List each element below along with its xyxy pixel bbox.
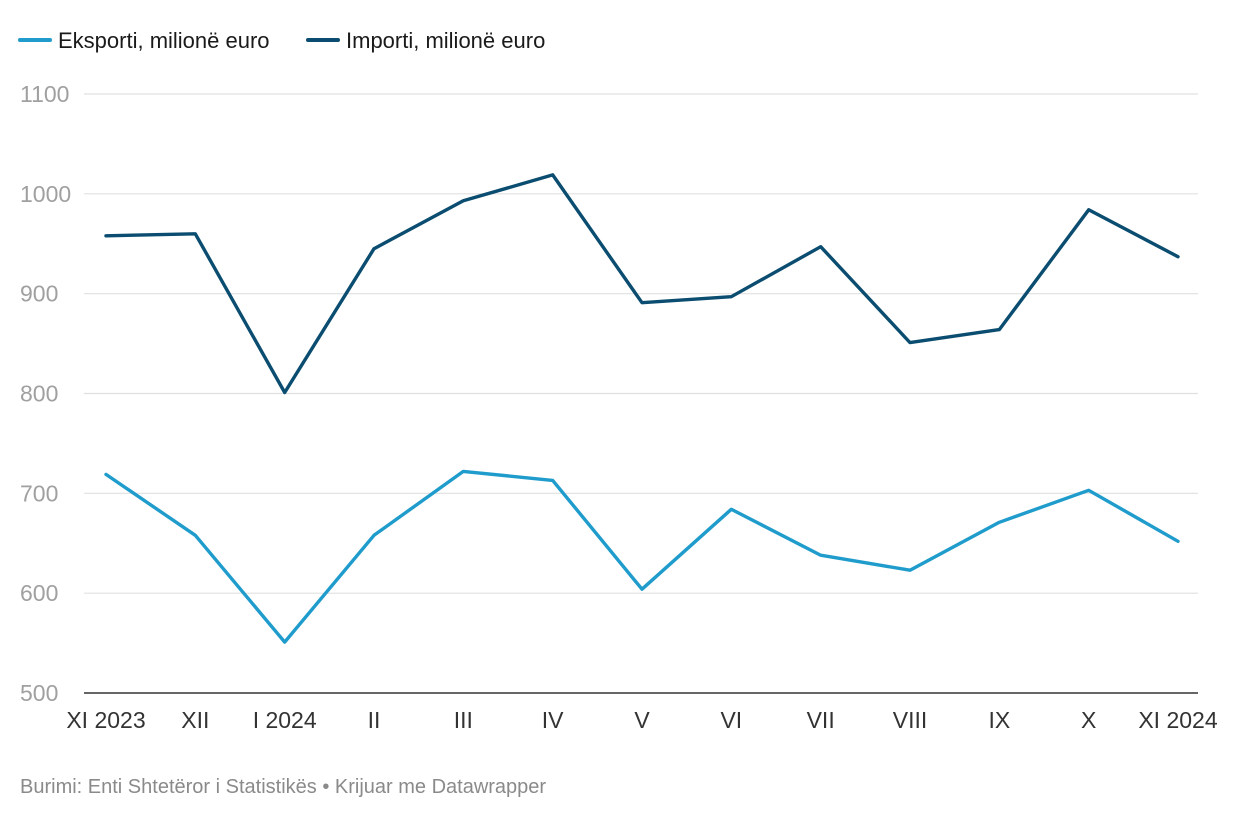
legend: Eksporti, milionë euro Importi, milionë e…: [18, 28, 545, 53]
x-tick-label: X: [1081, 707, 1096, 733]
x-axis-ticks: XI 2023 XII I 2024 II III IV V VI VII VIII IX X XI 2…: [66, 707, 1217, 733]
x-tick-label: II: [368, 707, 381, 733]
y-tick-label: 900: [20, 281, 58, 307]
y-tick-label: 1000: [20, 181, 71, 207]
x-tick-label: VI: [720, 707, 742, 733]
y-tick-label: 800: [20, 381, 58, 407]
gridlines: [84, 93, 1198, 694]
x-tick-label: V: [634, 707, 650, 733]
x-tick-label: XI 2024: [1138, 707, 1217, 733]
x-tick-label: XI 2023: [66, 707, 145, 733]
y-tick-label: 700: [20, 480, 58, 506]
x-tick-label: III: [454, 707, 473, 733]
x-tick-label: IX: [988, 707, 1010, 733]
series-lines: [104, 173, 1180, 644]
series-line-imports: [104, 173, 1180, 395]
x-tick-label: XII: [181, 707, 209, 733]
legend-label: Importi, milionë euro: [346, 28, 545, 53]
x-tick-label: IV: [542, 707, 564, 733]
series-line-exports: [104, 469, 1180, 644]
x-tick-label: VIII: [893, 707, 928, 733]
source-note: Burimi: Enti Shtetëror i Statistikës • K…: [20, 776, 546, 798]
y-tick-label: 600: [20, 580, 58, 606]
y-tick-label: 500: [20, 680, 58, 706]
y-axis-ticks: 1100 1000 900 800 700 600 500: [20, 81, 71, 706]
y-tick-label: 1100: [20, 81, 69, 107]
x-tick-label: VII: [807, 707, 835, 733]
x-tick-label: I 2024: [253, 707, 317, 733]
legend-label: Eksporti, milionë euro: [58, 28, 270, 53]
